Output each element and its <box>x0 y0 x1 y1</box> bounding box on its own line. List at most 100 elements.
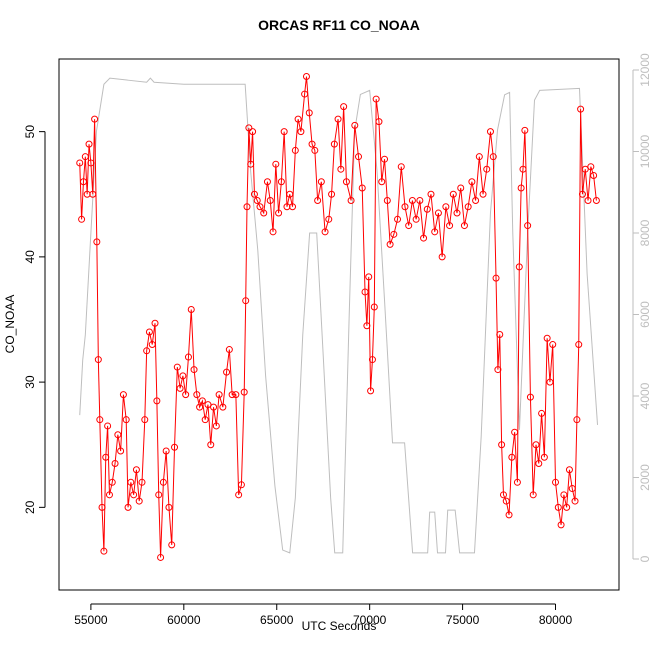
data-point <box>193 391 201 399</box>
x-tick-label: 60000 <box>167 613 201 627</box>
data-point <box>275 209 283 217</box>
data-point <box>453 209 461 217</box>
data-point <box>330 140 338 148</box>
data-point <box>427 190 435 198</box>
data-point <box>104 422 112 430</box>
y2-tick-label: 12000 <box>638 53 650 87</box>
data-point <box>372 95 380 103</box>
data-point <box>289 203 297 211</box>
x-axis-label: UTC Seconds <box>302 619 377 633</box>
data-point <box>590 171 598 179</box>
data-point <box>540 453 548 461</box>
data-point <box>301 90 309 98</box>
data-point <box>571 497 579 505</box>
data-point <box>102 453 110 461</box>
data-point <box>223 368 231 376</box>
data-point <box>498 441 506 449</box>
x-tick-label: 55000 <box>74 613 108 627</box>
data-point <box>405 222 413 230</box>
data-point <box>237 481 245 489</box>
data-point <box>368 356 376 364</box>
data-point <box>565 466 573 474</box>
data-point <box>397 163 405 171</box>
data-point <box>502 497 510 505</box>
data-point <box>111 460 119 468</box>
data-point <box>114 431 122 439</box>
x-tick-label: 75000 <box>446 613 480 627</box>
data-point <box>314 197 322 205</box>
data-point <box>342 178 350 186</box>
data-point <box>145 328 153 336</box>
data-point <box>378 178 386 186</box>
data-point <box>347 197 355 205</box>
data-point <box>361 288 369 296</box>
data-point <box>93 238 101 246</box>
data-point <box>243 203 251 211</box>
data-point <box>460 222 468 230</box>
data-point <box>370 303 378 311</box>
data-point <box>130 491 138 499</box>
data-point <box>151 319 159 327</box>
data-point <box>505 511 513 519</box>
data-point <box>138 478 146 486</box>
data-point <box>89 190 97 198</box>
data-point <box>81 153 89 161</box>
data-point <box>568 485 576 493</box>
data-point <box>515 263 523 271</box>
y2-tick-label: 8000 <box>638 219 650 246</box>
series-line <box>79 77 599 554</box>
data-point <box>168 541 176 549</box>
data-point <box>592 197 600 205</box>
data-point <box>272 160 280 168</box>
y2-tick-label: 0 <box>638 555 650 562</box>
data-point <box>351 121 359 129</box>
data-point <box>549 341 557 349</box>
data-point <box>526 393 534 401</box>
data-point <box>496 331 504 339</box>
data-point <box>499 491 507 499</box>
data-point <box>365 273 373 281</box>
series-line <box>79 76 597 558</box>
data-point <box>108 478 116 486</box>
data-point <box>190 366 198 374</box>
data-point <box>153 397 161 405</box>
data-point <box>431 228 439 236</box>
data-point <box>201 416 209 424</box>
x-tick-label: 65000 <box>260 613 294 627</box>
data-point <box>386 240 394 248</box>
data-point <box>263 178 271 186</box>
data-point <box>302 73 310 81</box>
data-point <box>383 197 391 205</box>
data-point <box>557 521 565 529</box>
data-point <box>78 215 86 223</box>
data-point <box>423 205 431 213</box>
data-point <box>122 416 130 424</box>
data-point <box>228 391 236 399</box>
data-point <box>457 184 465 192</box>
y2-tick-label: 2000 <box>638 464 650 491</box>
data-point <box>207 441 215 449</box>
data-point <box>479 190 487 198</box>
data-point <box>563 503 571 511</box>
data-point <box>250 190 258 198</box>
data-point <box>184 353 192 361</box>
data-point <box>148 341 156 349</box>
data-point <box>182 391 190 399</box>
data-point <box>212 422 220 430</box>
x-tick-label: 70000 <box>353 613 387 627</box>
y2-tick-label: 6000 <box>638 301 650 328</box>
data-point <box>546 378 554 386</box>
data-point <box>475 153 483 161</box>
data-point <box>521 126 529 134</box>
data-point <box>328 190 336 198</box>
data-point <box>294 115 302 123</box>
data-point <box>489 153 497 161</box>
data-point <box>390 230 398 238</box>
data-point <box>532 441 540 449</box>
data-point <box>321 228 329 236</box>
data-point <box>91 115 99 123</box>
data-point <box>171 443 179 451</box>
data-point <box>225 346 233 354</box>
data-point <box>240 388 248 396</box>
